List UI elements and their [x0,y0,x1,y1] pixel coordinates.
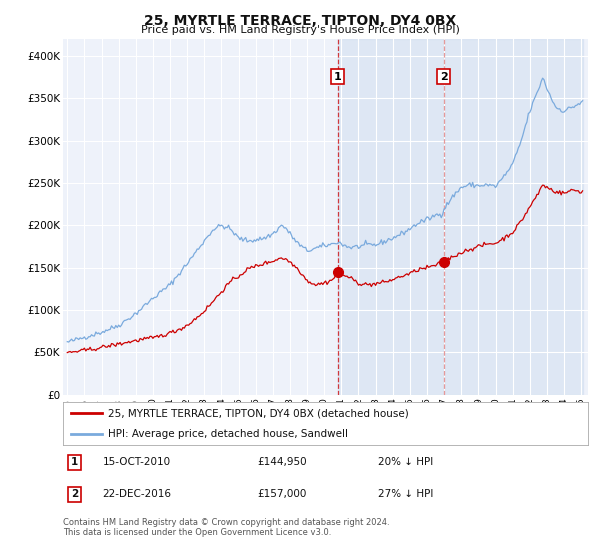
Text: 25, MYRTLE TERRACE, TIPTON, DY4 0BX (detached house): 25, MYRTLE TERRACE, TIPTON, DY4 0BX (det… [107,408,409,418]
Bar [444,39,583,395]
Text: £144,950: £144,950 [257,457,307,467]
Text: 2: 2 [440,72,448,82]
Text: Contains HM Land Registry data © Crown copyright and database right 2024.
This d: Contains HM Land Registry data © Crown c… [63,518,389,538]
Text: Price paid vs. HM Land Registry's House Price Index (HPI): Price paid vs. HM Land Registry's House … [140,25,460,35]
Text: 27% ↓ HPI: 27% ↓ HPI [378,489,433,500]
Text: 1: 1 [334,72,341,82]
Text: HPI: Average price, detached house, Sandwell: HPI: Average price, detached house, Sand… [107,430,347,439]
Bar [338,39,444,395]
Text: £157,000: £157,000 [257,489,307,500]
Text: 2: 2 [71,489,78,500]
Text: 22-DEC-2016: 22-DEC-2016 [103,489,172,500]
Text: 1: 1 [71,457,78,467]
Text: 20% ↓ HPI: 20% ↓ HPI [378,457,433,467]
Text: 15-OCT-2010: 15-OCT-2010 [103,457,170,467]
Text: 25, MYRTLE TERRACE, TIPTON, DY4 0BX: 25, MYRTLE TERRACE, TIPTON, DY4 0BX [144,14,456,28]
